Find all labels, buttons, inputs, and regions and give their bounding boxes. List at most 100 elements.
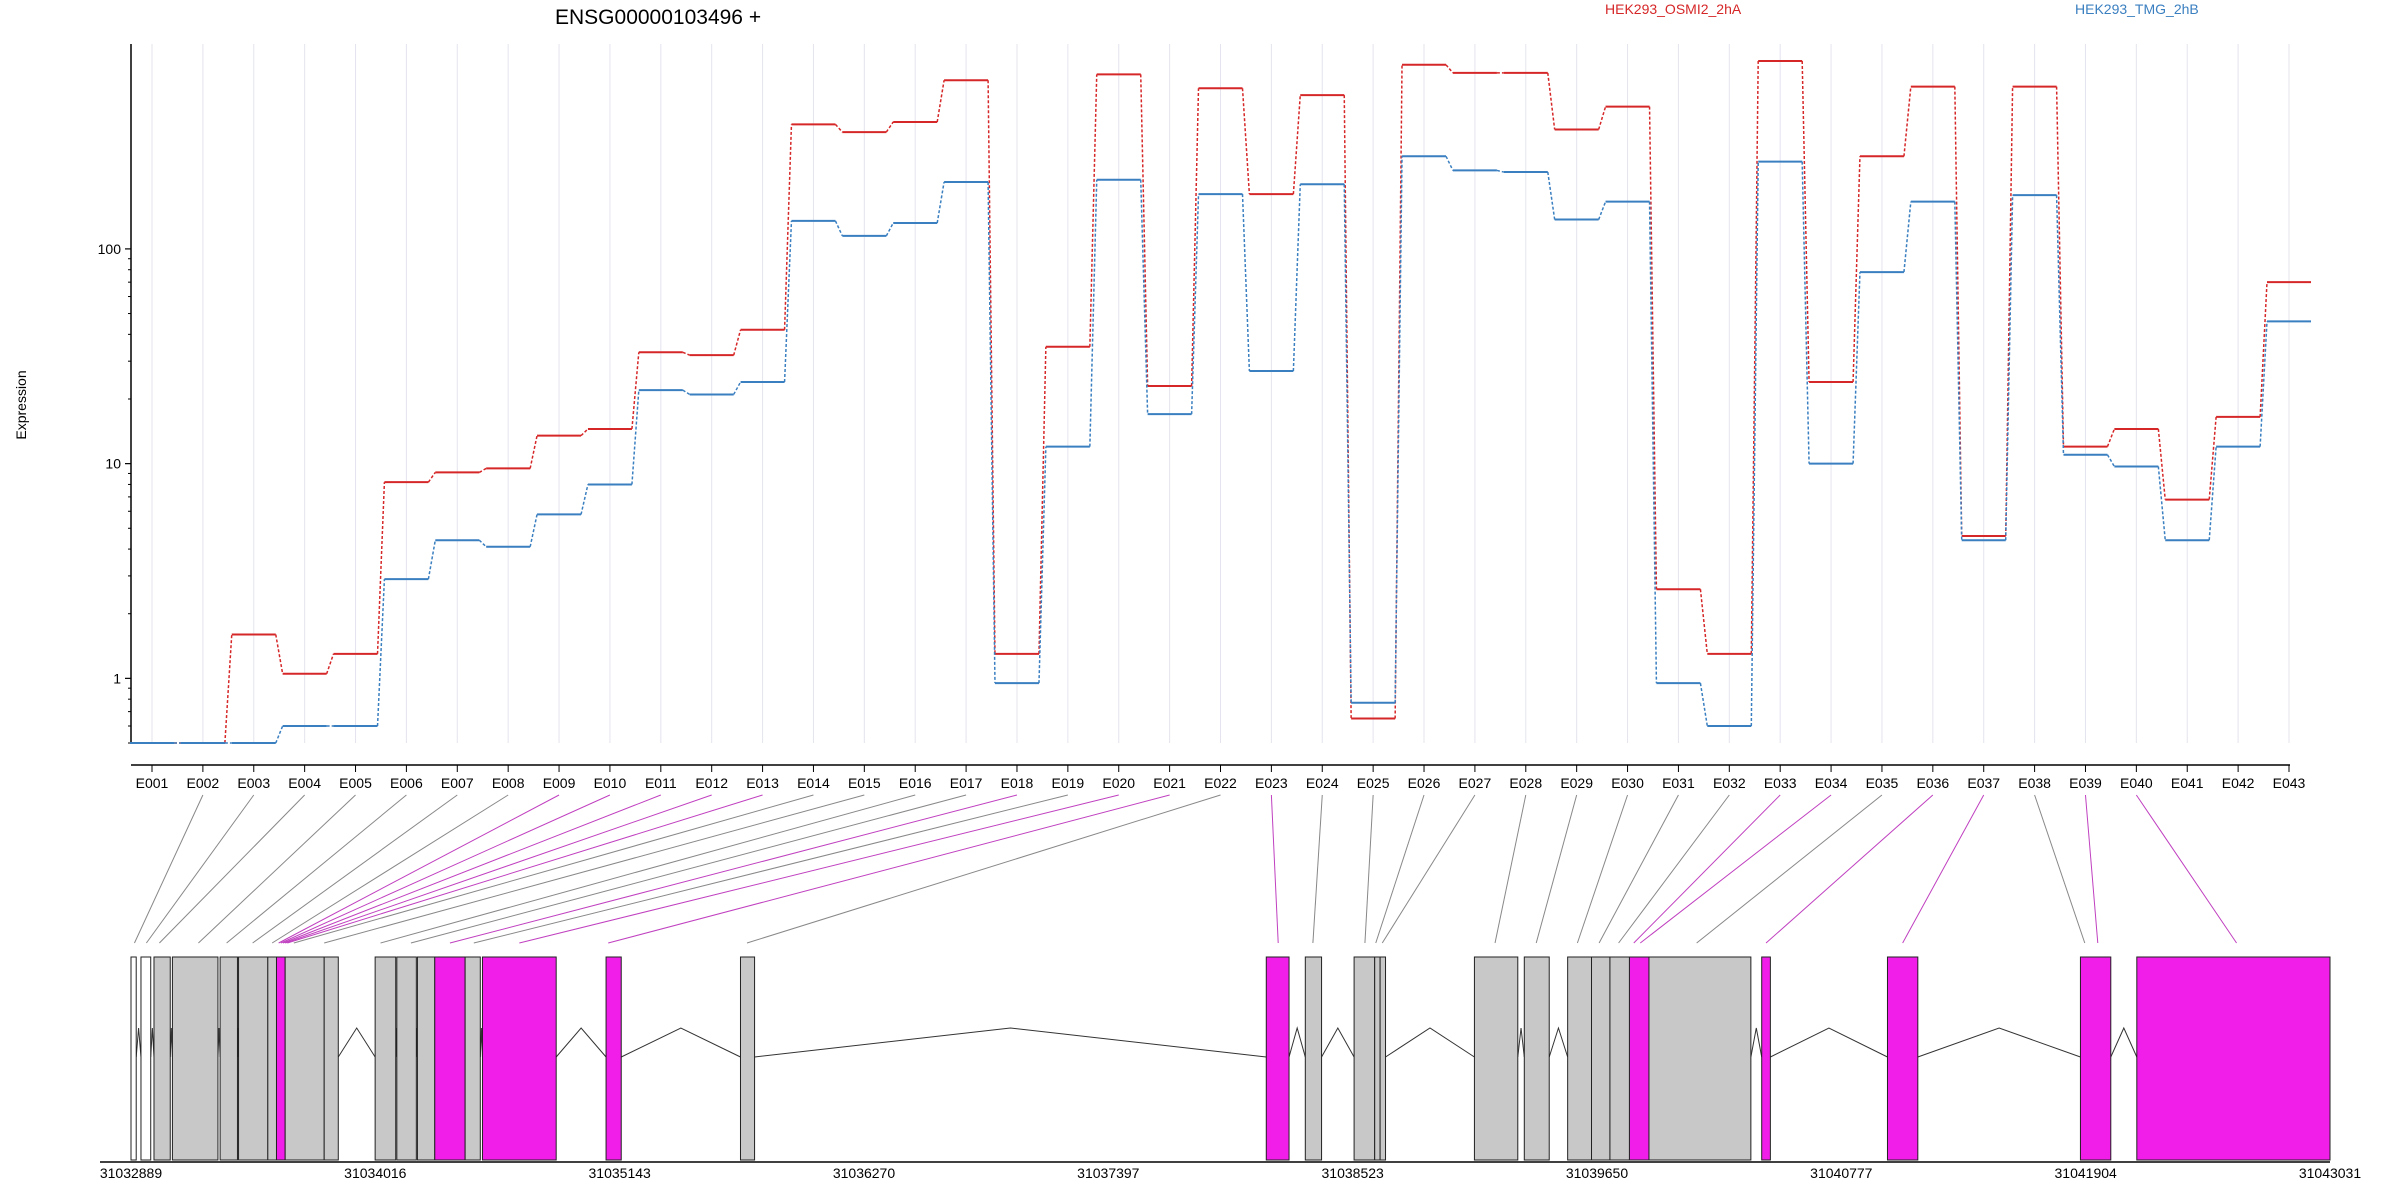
x-tick-label: E037: [1967, 775, 2000, 791]
exon: [1374, 956, 1381, 1161]
exon-highlighted: [1761, 956, 1771, 1161]
series-connector: [2106, 454, 2116, 467]
exon: [153, 956, 171, 1161]
series-connector: [1648, 106, 1658, 590]
series-connector: [2259, 282, 2268, 417]
series-connector: [1292, 184, 1302, 372]
exon: [130, 956, 137, 1161]
series-connector: [478, 539, 487, 548]
series-connector: [1547, 72, 1556, 130]
y-tick-label: 100: [98, 241, 122, 257]
connector: [134, 794, 204, 944]
x-tick-label: E020: [1102, 775, 1135, 791]
connector-highlighted: [1270, 794, 1279, 944]
series-connector: [1496, 169, 1504, 173]
x-tick-label: E031: [1662, 775, 1695, 791]
exon-highlighted: [1886, 956, 1919, 1161]
legend-series-b: HEK293_TMG_2hB: [2075, 1, 2199, 17]
connector: [1696, 794, 1883, 944]
exon: [464, 956, 481, 1161]
exon: [1304, 956, 1323, 1161]
series-connector: [275, 725, 284, 744]
x-tick-label: E043: [2273, 775, 2306, 791]
exon: [171, 956, 219, 1161]
vertical-grid: [151, 44, 2290, 743]
connector: [2034, 794, 2086, 944]
intron-line: [754, 1027, 1267, 1058]
connector-highlighted: [2084, 794, 2099, 944]
axes: 1 10 100: [98, 44, 2290, 766]
connector: [1598, 794, 1679, 944]
series-connector: [1038, 346, 1047, 654]
x-tick-label: E027: [1459, 775, 1492, 791]
series-connector: [2157, 466, 2166, 541]
exon-highlighted: [605, 956, 622, 1161]
connector-highlighted: [280, 794, 611, 944]
x-tick-label: E011: [645, 775, 677, 791]
y-tick-label: 10: [105, 456, 121, 472]
intron-line: [1517, 1027, 1525, 1058]
series-connector: [580, 428, 589, 437]
x-tick-label: E036: [1916, 775, 1949, 791]
series-connector: [1699, 589, 1709, 654]
exon-highlighted: [275, 956, 286, 1161]
series-connector: [1089, 179, 1098, 447]
x-tick-label: E013: [746, 775, 779, 791]
intron-line: [555, 1027, 607, 1058]
x-tick-label: E008: [492, 775, 525, 791]
series-connector: [1801, 60, 1810, 383]
connector: [1494, 794, 1527, 944]
coordinate-label: 31039650: [1566, 1165, 1629, 1181]
x-tick-label: E002: [187, 775, 220, 791]
exon: [1473, 956, 1519, 1161]
series-b: [130, 155, 2311, 744]
series-connector: [2055, 195, 2065, 455]
exon: [284, 956, 325, 1161]
x-tick-label: E022: [1204, 775, 1237, 791]
x-tick-label: E017: [950, 775, 983, 791]
intron-line: [1917, 1027, 2081, 1058]
intron-line: [2110, 1026, 2138, 1058]
connector: [226, 794, 407, 944]
coordinate-label: 31040777: [1810, 1165, 1873, 1181]
connector: [293, 794, 814, 944]
exon-highlighted: [434, 956, 466, 1161]
exon: [219, 956, 238, 1161]
series-connector: [834, 123, 843, 133]
series-connector: [1597, 201, 1607, 220]
series-connector: [733, 381, 742, 395]
series-connector: [936, 80, 945, 123]
series-connector: [682, 351, 690, 356]
connector: [252, 794, 458, 944]
intron-line: [1548, 1026, 1569, 1058]
connector: [1618, 794, 1730, 944]
x-tick-label: E007: [441, 775, 474, 791]
series-connector: [1445, 64, 1454, 74]
exon-highlighted: [1265, 956, 1290, 1161]
connector: [410, 794, 967, 944]
x-tick-label: E021: [1153, 775, 1186, 791]
connector: [1312, 794, 1323, 944]
coordinate-label: 31034016: [344, 1165, 407, 1181]
series-connector: [1852, 272, 1861, 464]
series-connector: [2259, 321, 2268, 447]
x-tick-label: E016: [899, 775, 932, 791]
exon: [267, 956, 277, 1161]
series-connector: [1547, 171, 1556, 220]
series-connector: [1750, 60, 1759, 654]
series-connector: [1139, 74, 1149, 386]
x-tick-label: E026: [1408, 775, 1441, 791]
series-connector: [1139, 179, 1149, 415]
x-tick-label: E035: [1866, 775, 1899, 791]
connector-highlighted: [278, 794, 560, 944]
x-tick-label: E006: [390, 775, 423, 791]
exon: [140, 956, 152, 1161]
x-tick-label: E001: [136, 775, 169, 791]
connector-highlighted: [1765, 794, 1934, 944]
connector-highlighted: [1633, 794, 1781, 944]
x-tick-label: E003: [237, 775, 270, 791]
series-connector: [427, 471, 436, 483]
connector-highlighted: [282, 794, 661, 944]
gene-model: [100, 956, 2331, 1163]
x-tick-label: E023: [1255, 775, 1288, 791]
